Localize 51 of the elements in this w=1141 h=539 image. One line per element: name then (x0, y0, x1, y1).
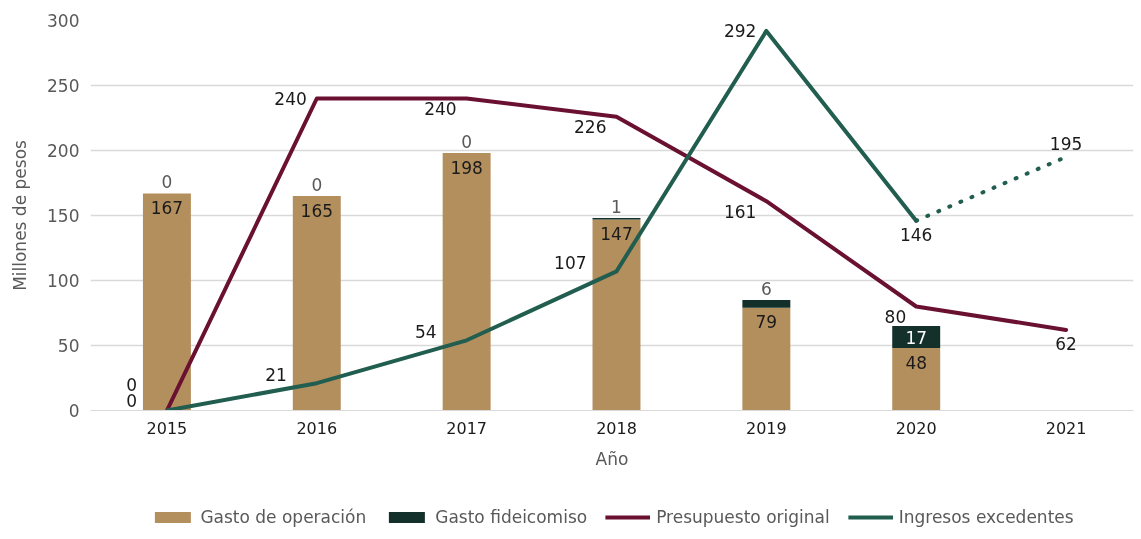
y-tick-label: 200 (47, 141, 80, 161)
legend-label: Gasto fideicomiso (435, 507, 588, 527)
bar (742, 300, 791, 308)
y-tick-label: 150 (47, 206, 80, 226)
data-label: 1 (611, 196, 622, 217)
data-label: 0 (161, 171, 173, 192)
y-tick-label: 0 (68, 401, 80, 421)
data-label: 146 (899, 225, 933, 246)
x-axis-title: Año (595, 448, 629, 469)
bar (292, 196, 341, 411)
legend-label: Ingresos excedentes (898, 507, 1074, 527)
bar (142, 193, 191, 411)
data-label: 6 (760, 278, 772, 299)
data-label: 240 (424, 99, 457, 119)
x-tick-label: 2016 (296, 418, 338, 438)
bar (592, 219, 641, 411)
data-label: 240 (274, 89, 307, 109)
data-label: 0 (461, 131, 473, 152)
legend-label: Presupuesto original (656, 507, 830, 527)
data-label: 62 (1055, 334, 1077, 355)
x-tick-label: 2015 (146, 418, 188, 438)
data-label: 54 (415, 321, 437, 342)
y-tick-label: 250 (47, 76, 80, 96)
data-label: 48 (905, 352, 928, 373)
y-tick-label: 300 (47, 11, 80, 31)
data-label: 17 (905, 327, 928, 348)
x-tick-label: 2018 (596, 418, 637, 438)
data-label: 195 (1049, 133, 1083, 154)
data-label: 167 (150, 197, 184, 218)
data-label: 21 (265, 364, 287, 385)
data-label: 147 (600, 223, 633, 244)
legend-label: Gasto de operación (200, 507, 367, 527)
data-label: 107 (554, 252, 587, 273)
y-tick-label: 50 (57, 336, 80, 356)
x-tick-label: 2019 (745, 418, 787, 438)
data-label: 80 (884, 307, 907, 327)
y-tick-label: 100 (47, 271, 80, 291)
data-label: 198 (450, 157, 483, 178)
bar (442, 153, 491, 411)
data-label: 79 (755, 312, 778, 333)
x-tick-label: 2021 (1045, 418, 1087, 438)
data-label: 165 (300, 200, 334, 221)
data-label: 226 (574, 117, 607, 138)
data-label: 292 (723, 21, 757, 42)
data-label: 161 (723, 201, 757, 222)
bar (892, 348, 941, 411)
y-axis-title: Millones de pesos (10, 139, 31, 291)
bar (742, 307, 791, 411)
data-label: 0 (311, 174, 323, 195)
x-tick-label: 2017 (446, 418, 487, 438)
x-tick-label: 2020 (895, 418, 937, 438)
